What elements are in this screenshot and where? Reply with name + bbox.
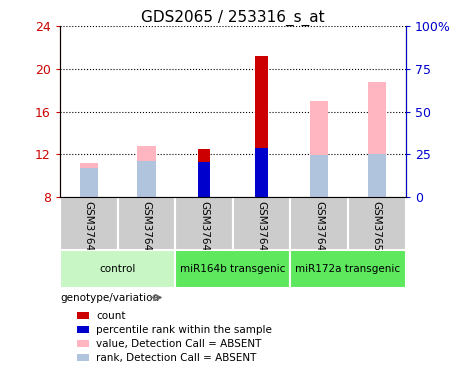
Text: rank, Detection Call = ABSENT: rank, Detection Call = ABSENT: [96, 352, 257, 363]
Bar: [198, 149, 210, 197]
Bar: [60, 197, 118, 250]
Text: count: count: [96, 310, 126, 321]
Text: miR172a transgenic: miR172a transgenic: [296, 264, 401, 274]
Bar: [77, 312, 89, 319]
Text: control: control: [100, 264, 136, 274]
Bar: [348, 197, 406, 250]
Text: genotype/variation: genotype/variation: [60, 292, 159, 303]
Bar: [310, 101, 328, 197]
Text: GSM37645: GSM37645: [84, 201, 94, 258]
Bar: [137, 160, 156, 197]
Bar: [233, 197, 290, 250]
Text: GSM37649: GSM37649: [314, 201, 324, 258]
Bar: [118, 197, 175, 250]
Bar: [137, 146, 156, 197]
Bar: [175, 197, 233, 250]
Bar: [290, 197, 348, 250]
Bar: [198, 162, 210, 197]
Text: GSM37646: GSM37646: [142, 201, 151, 258]
Text: GSM37648: GSM37648: [257, 201, 266, 258]
Bar: [310, 155, 328, 197]
Text: value, Detection Call = ABSENT: value, Detection Call = ABSENT: [96, 339, 261, 348]
Bar: [368, 82, 386, 197]
Text: miR164b transgenic: miR164b transgenic: [180, 264, 285, 274]
Bar: [79, 168, 98, 197]
Bar: [77, 326, 89, 333]
Text: GSM37650: GSM37650: [372, 201, 382, 258]
Bar: [60, 250, 175, 288]
Bar: [290, 250, 406, 288]
Text: percentile rank within the sample: percentile rank within the sample: [96, 324, 272, 334]
Bar: [79, 163, 98, 197]
Bar: [255, 148, 268, 197]
Bar: [77, 354, 89, 361]
Bar: [255, 56, 268, 197]
Bar: [77, 340, 89, 347]
Bar: [368, 154, 386, 197]
Text: GSM37647: GSM37647: [199, 201, 209, 258]
Bar: [175, 250, 290, 288]
Title: GDS2065 / 253316_s_at: GDS2065 / 253316_s_at: [141, 10, 325, 26]
